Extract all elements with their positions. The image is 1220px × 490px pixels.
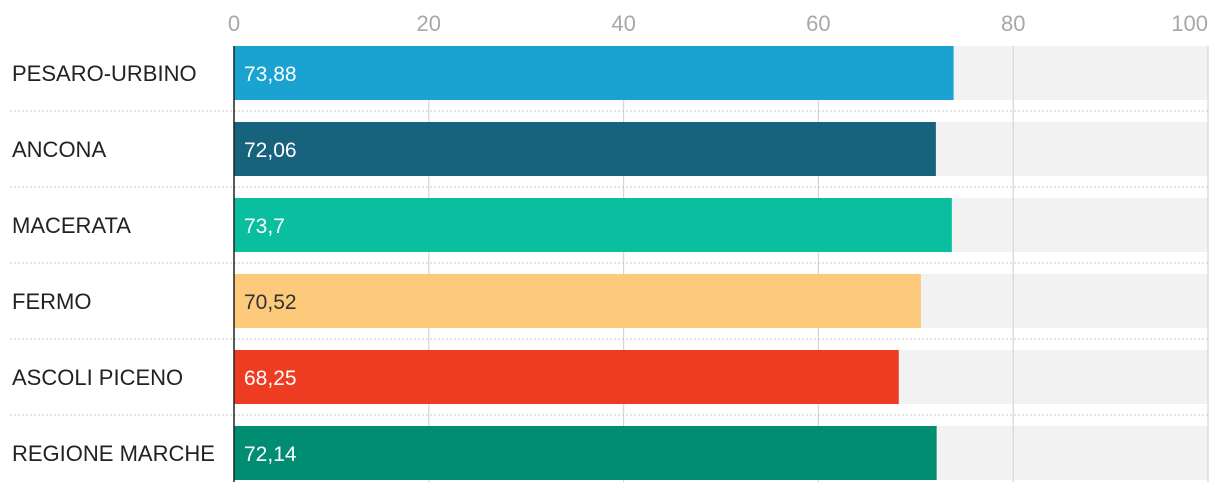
value-label: 70,52: [244, 291, 297, 314]
category-label: ASCOLI PICENO: [12, 365, 183, 390]
value-label: 73,88: [244, 63, 297, 86]
bar: [234, 46, 954, 100]
category-label: MACERATA: [12, 213, 131, 238]
x-tick-label: 80: [1001, 11, 1025, 36]
grid-lines: [428, 46, 1209, 482]
x-tick-label: 0: [228, 11, 240, 36]
value-label: 72,06: [244, 139, 297, 162]
category-label: FERMO: [12, 289, 91, 314]
category-label: REGIONE MARCHE: [12, 441, 215, 466]
value-label: 73,7: [244, 215, 285, 238]
x-tick-label: 40: [611, 11, 635, 36]
bars: [234, 46, 954, 480]
bar: [234, 198, 952, 252]
bar: [234, 350, 899, 404]
x-tick-label: 20: [417, 11, 441, 36]
category-label: PESARO-URBINO: [12, 61, 197, 86]
bar: [234, 274, 921, 328]
value-label: 68,25: [244, 367, 297, 390]
category-labels: PESARO-URBINO ANCONA MACERATA FERMO ASCOLI P…: [12, 61, 215, 466]
bar-tracks: [234, 46, 1208, 480]
x-tick-labels: 0 20 40 60 80 100: [228, 11, 1208, 36]
bar: [234, 122, 936, 176]
value-labels: 73,88 72,06 73,7 70,52 68,25 72,14: [244, 63, 297, 466]
bar: [234, 426, 937, 480]
value-label: 72,14: [244, 443, 297, 466]
x-tick-label: 60: [806, 11, 830, 36]
x-tick-label: 100: [1171, 11, 1208, 36]
category-label: ANCONA: [12, 137, 106, 162]
